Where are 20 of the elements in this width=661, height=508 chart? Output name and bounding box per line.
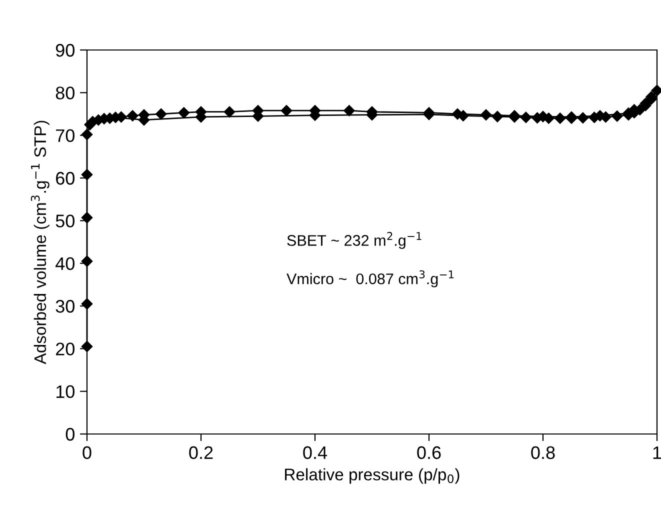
y-tick-label: 30: [56, 300, 74, 313]
x-tick-label: 0.4: [303, 446, 328, 460]
x-tick-label: 0: [82, 446, 92, 460]
y-tick-label: 0: [66, 428, 74, 441]
y-tick-label: 20: [56, 342, 74, 356]
y-tick-label: 60: [56, 172, 74, 185]
annotation: Vmicro ~ 0.087 cm$^{3}$.g$^{−1}$: [286, 270, 454, 288]
y-axis-title: Adsorbed volume (cm$^{3}$.g$^{−1}$ STP): [30, 120, 50, 364]
y-tick-label: 70: [56, 129, 74, 142]
y-tick-label: 50: [56, 214, 74, 228]
x-tick-label: 0.6: [417, 446, 441, 460]
y-tick-label: 40: [56, 257, 74, 270]
y-tick-label: 80: [56, 86, 74, 100]
x-axis-title: Relative pressure (p/p$_{0}$): [285, 468, 460, 484]
y-tick-label: 90: [56, 44, 74, 57]
annotation: SBET ~ 232 m$^{2}$.g$^{−1}$: [287, 232, 422, 249]
x-tick-label: 1: [653, 446, 661, 459]
y-tick-label: 10: [56, 385, 74, 398]
x-tick-label: 0.8: [531, 446, 555, 460]
x-tick-label: 0.2: [189, 446, 213, 460]
